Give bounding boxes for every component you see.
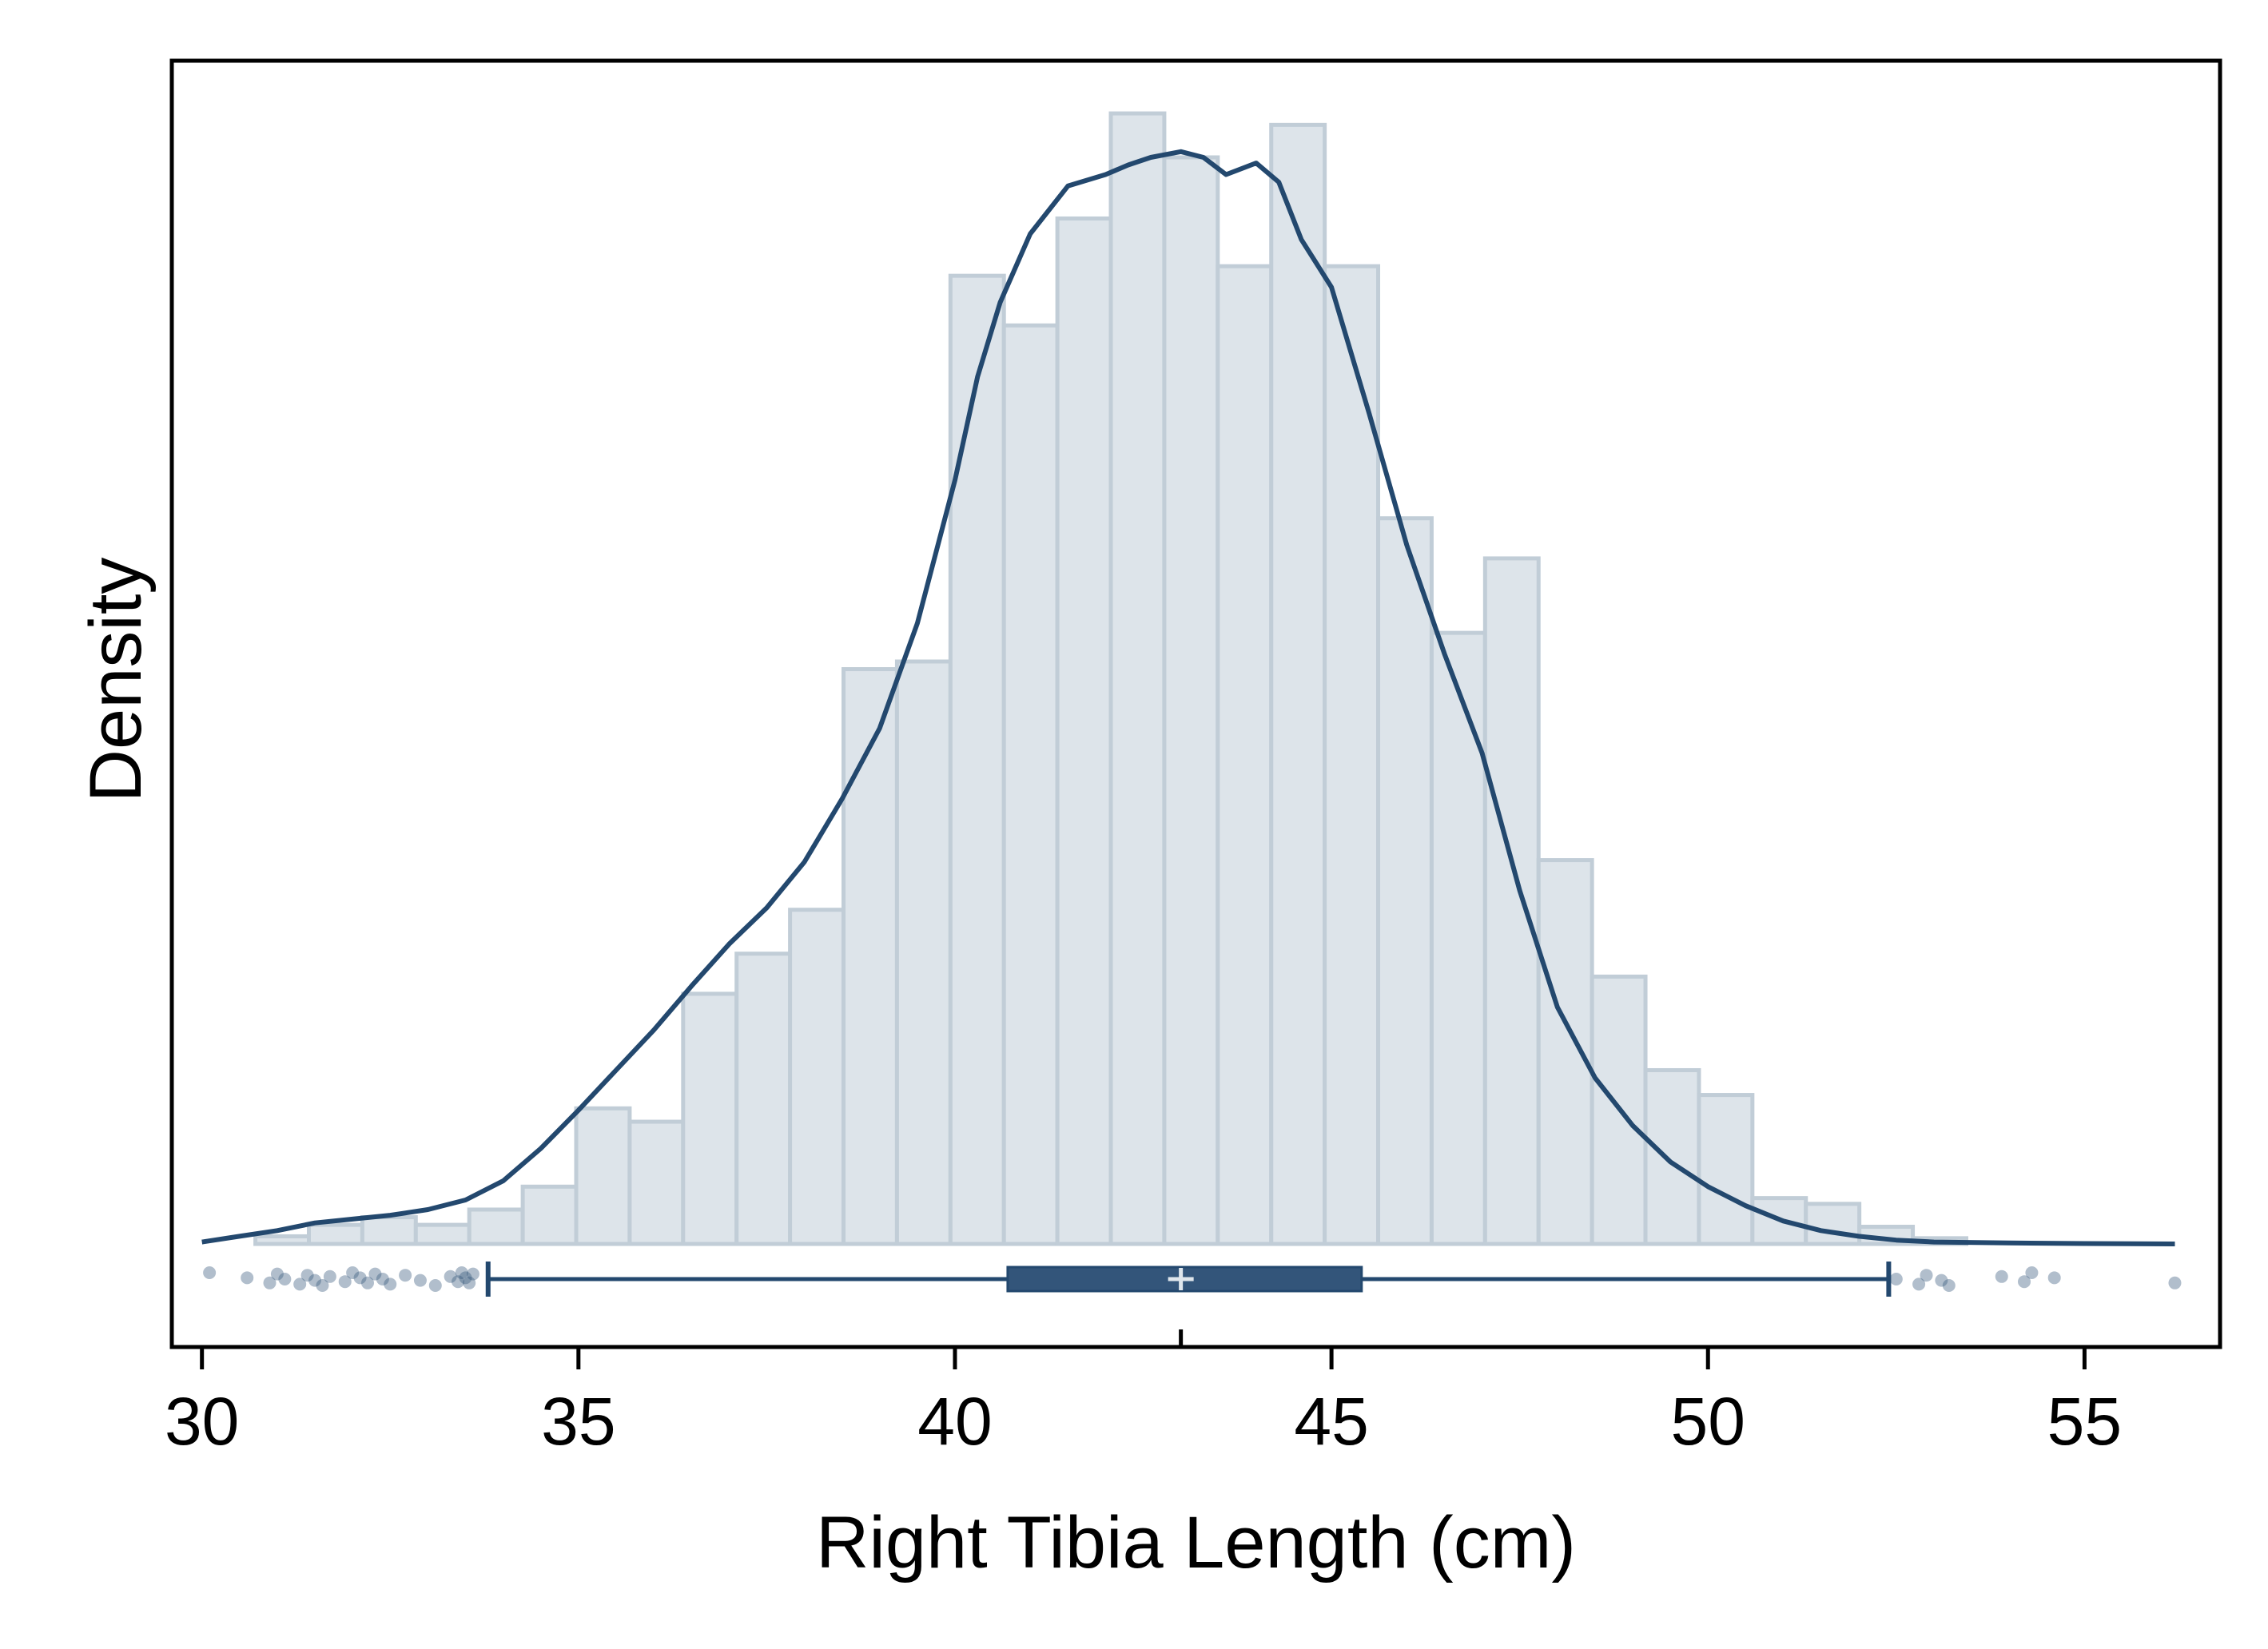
outlier-point (278, 1273, 292, 1285)
histogram-bars (253, 111, 1968, 1246)
histogram-bar-11 (842, 667, 899, 1246)
y-axis-title: Density (75, 558, 157, 803)
outlier-point (2018, 1275, 2031, 1289)
outlier-point (444, 1270, 457, 1283)
outlier-point (368, 1267, 382, 1281)
outlier-point (1920, 1269, 1933, 1282)
histogram-bar-6 (574, 1106, 632, 1246)
histogram-bar-23 (1482, 556, 1541, 1246)
outlier-point (428, 1279, 442, 1292)
outlier-point (2025, 1266, 2039, 1279)
outlier-point (1995, 1270, 2008, 1283)
outlier-point (323, 1270, 336, 1283)
outlier-point (360, 1276, 374, 1289)
x-tick-label: 40 (917, 1384, 992, 1459)
x-tick-label: 50 (1671, 1384, 1745, 1459)
outlier-point (1935, 1274, 1948, 1287)
outlier-point (463, 1276, 476, 1289)
boxplot-strip (203, 1262, 2182, 1297)
outlier-point (459, 1271, 472, 1285)
outlier-point (399, 1269, 412, 1282)
outlier-point (452, 1275, 465, 1289)
histogram-bar-0 (253, 1234, 311, 1246)
plot-frame (169, 58, 2222, 1349)
histogram-bar-29 (1804, 1202, 1862, 1246)
histogram-bar-12 (894, 659, 953, 1246)
histogram-bar-26 (1643, 1067, 1701, 1246)
histogram-bar-2 (360, 1215, 418, 1246)
outlier-point (316, 1279, 329, 1292)
histogram-bar-18 (1216, 264, 1274, 1246)
outlier-point (2047, 1271, 2061, 1285)
histogram-bar-17 (1162, 155, 1220, 1246)
outlier-point (338, 1275, 352, 1289)
x-tick-label: 45 (1294, 1384, 1368, 1459)
histogram-bar-14 (1001, 323, 1060, 1246)
x-axis: 30 35 40 45 50 55 (165, 1329, 2122, 1459)
outlier-point (353, 1271, 367, 1285)
outlier-point (455, 1266, 468, 1279)
histogram-bar-7 (627, 1119, 686, 1246)
outlier-point (376, 1273, 389, 1285)
outlier-point (308, 1274, 322, 1287)
outlier-point (1912, 1277, 1926, 1291)
x-tick-label: 30 (165, 1384, 239, 1459)
histogram-bar-19 (1269, 122, 1327, 1246)
histogram-bar-1 (306, 1222, 364, 1246)
histogram-bar-3 (413, 1222, 472, 1246)
histogram-bar-24 (1536, 858, 1594, 1246)
histogram-bar-10 (788, 908, 846, 1246)
density-curve-line (201, 149, 2175, 1246)
outlier-point (2168, 1276, 2182, 1289)
outlier-point (466, 1267, 479, 1281)
outlier-point (413, 1274, 427, 1287)
histogram-bar-21 (1376, 516, 1434, 1246)
histogram-bar-5 (520, 1184, 579, 1246)
outlier-point (263, 1276, 277, 1289)
outlier-point (300, 1269, 314, 1282)
x-tick-label: 35 (541, 1384, 615, 1459)
outlier-point (1942, 1279, 1956, 1292)
outlier-point (384, 1277, 397, 1291)
outlier-point (270, 1267, 284, 1281)
histogram-bar-15 (1055, 216, 1113, 1246)
histogram-bar-16 (1108, 111, 1167, 1246)
histogram-bar-22 (1429, 630, 1487, 1246)
x-tick-label: 55 (2047, 1384, 2122, 1459)
histogram-bar-8 (681, 991, 739, 1246)
histogram-bar-9 (734, 952, 793, 1246)
outlier-point (203, 1266, 217, 1279)
x-axis-title: Right Tibia Length (cm) (816, 1502, 1576, 1583)
histogram-bar-13 (948, 273, 1006, 1246)
outlier-point (346, 1266, 360, 1279)
outlier-point (241, 1271, 254, 1285)
outlier-point (1889, 1273, 1903, 1285)
histogram-bar-20 (1323, 264, 1381, 1246)
histogram-bar-4 (467, 1207, 525, 1246)
outlier-point (293, 1277, 307, 1291)
histogram-bar-27 (1697, 1093, 1755, 1246)
